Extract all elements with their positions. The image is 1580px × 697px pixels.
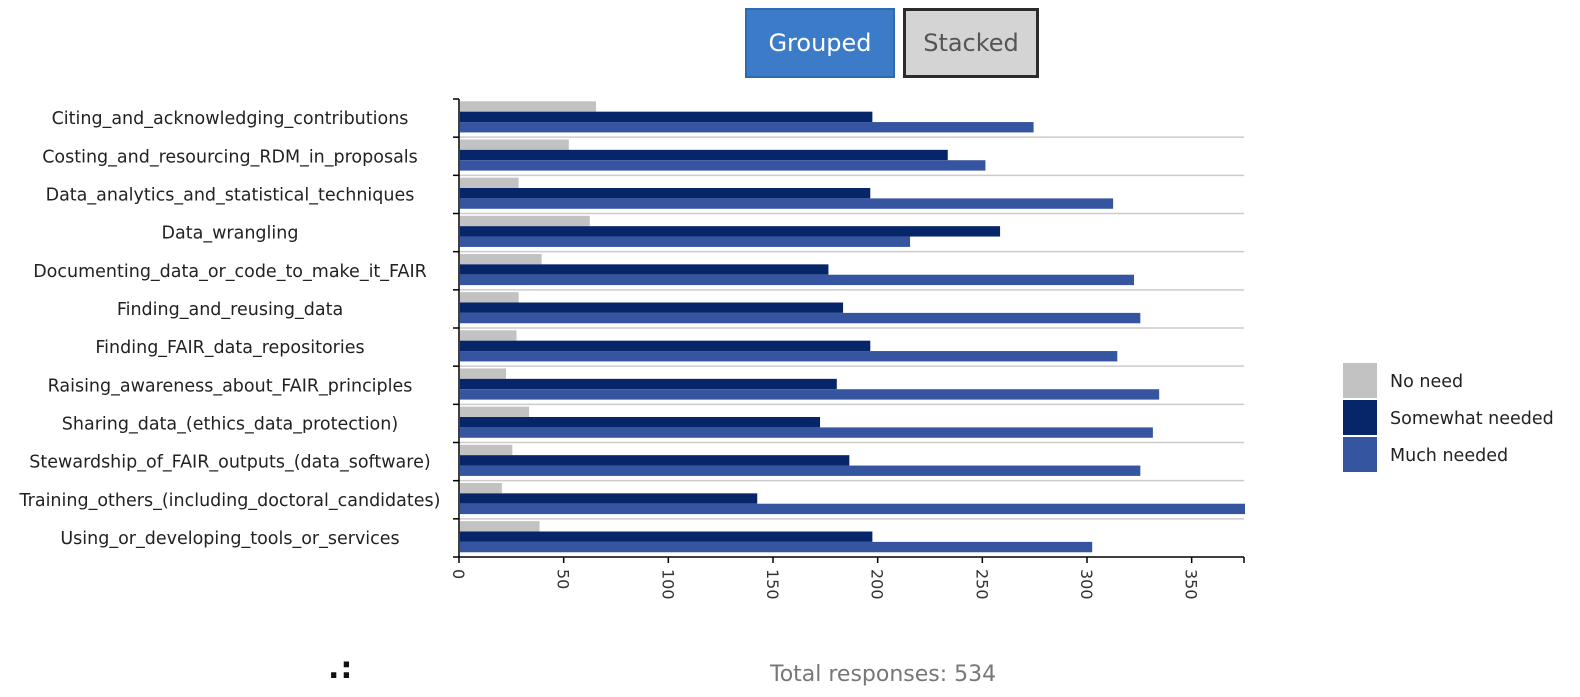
category-label: Data_wrangling: [162, 224, 299, 244]
bar[interactable]: [460, 177, 519, 188]
x-tick-label: 150: [763, 569, 782, 600]
bar[interactable]: [460, 160, 986, 171]
bar[interactable]: [460, 417, 821, 428]
bar[interactable]: [460, 149, 948, 161]
bar[interactable]: [460, 482, 502, 494]
category-label: Raising_awareness_about_FAIR_principles: [48, 376, 413, 396]
bar[interactable]: [460, 455, 850, 466]
bar[interactable]: [460, 215, 590, 227]
bar[interactable]: [460, 188, 871, 199]
bar[interactable]: [460, 531, 873, 542]
category-label: Costing_and_resourcing_RDM_in_proposals: [42, 147, 418, 167]
legend-swatch[interactable]: [1343, 437, 1377, 472]
bar[interactable]: [460, 264, 829, 275]
legend[interactable]: No need Somewhat needed Much needed: [1343, 363, 1554, 472]
category-label: Documenting_data_or_code_to_make_it_FAIR: [33, 262, 427, 282]
bar[interactable]: [460, 444, 513, 456]
bar[interactable]: [460, 493, 758, 504]
bar[interactable]: [460, 274, 1135, 286]
x-tick-label: 250: [972, 569, 991, 600]
x-tick-label: 300: [1077, 569, 1096, 600]
axes: 0 50 100 150 200 250 300 350: [449, 98, 1245, 600]
category-label: Sharing_data_(ethics_data_protection): [62, 414, 398, 434]
bar[interactable]: [460, 378, 837, 390]
x-tick-label: 50: [554, 569, 573, 589]
stacked-button[interactable]: Stacked: [903, 8, 1039, 78]
legend-label[interactable]: Much needed: [1390, 446, 1508, 466]
bar[interactable]: [460, 406, 530, 417]
bar[interactable]: [460, 226, 1001, 237]
bar[interactable]: [460, 521, 540, 532]
bar[interactable]: [460, 368, 507, 379]
bar[interactable]: [460, 122, 1034, 133]
legend-swatch[interactable]: [1343, 363, 1377, 398]
bar[interactable]: [460, 253, 542, 265]
bar[interactable]: [460, 139, 569, 150]
bar[interactable]: [460, 302, 844, 313]
bar[interactable]: [460, 330, 517, 341]
category-label: Data_analytics_and_statistical_technique…: [46, 185, 415, 205]
bar[interactable]: [460, 351, 1118, 362]
x-tick-label: 350: [1182, 569, 1201, 600]
grouped-button[interactable]: Grouped: [745, 8, 895, 78]
category-label: Finding_and_reusing_data: [117, 300, 343, 320]
x-tick-label: 200: [868, 569, 887, 600]
bar[interactable]: [460, 111, 873, 123]
bar[interactable]: [460, 427, 1153, 438]
footer-dots: .:: [328, 651, 354, 686]
x-tick-label: 100: [658, 569, 677, 600]
bar[interactable]: [460, 312, 1141, 324]
bar[interactable]: [460, 389, 1160, 400]
grid-lines: [459, 136, 1244, 520]
x-tick-label: 0: [449, 569, 468, 579]
total-responses: Total responses: 534: [770, 662, 997, 687]
bar[interactable]: [460, 198, 1114, 209]
legend-swatch[interactable]: [1343, 400, 1377, 435]
category-label: Using_or_developing_tools_or_services: [60, 529, 399, 549]
category-label: Finding_FAIR_data_repositories: [95, 338, 364, 358]
legend-label[interactable]: No need: [1390, 372, 1463, 392]
category-label: Stewardship_of_FAIR_outputs_(data_softwa…: [29, 453, 430, 473]
bar[interactable]: [460, 236, 911, 247]
bars: [460, 101, 1245, 553]
category-label: Training_others_(including_doctoral_cand…: [19, 491, 441, 511]
bar[interactable]: [460, 503, 1245, 515]
bar[interactable]: [460, 101, 597, 112]
category-labels: Citing_and_acknowledging_contributions Co…: [19, 109, 441, 549]
bar[interactable]: [460, 292, 519, 303]
bar[interactable]: [460, 340, 871, 352]
legend-label[interactable]: Somewhat needed: [1390, 409, 1554, 429]
category-label: Citing_and_acknowledging_contributions: [52, 109, 409, 129]
bar[interactable]: [460, 465, 1141, 476]
bar[interactable]: [460, 541, 1093, 553]
